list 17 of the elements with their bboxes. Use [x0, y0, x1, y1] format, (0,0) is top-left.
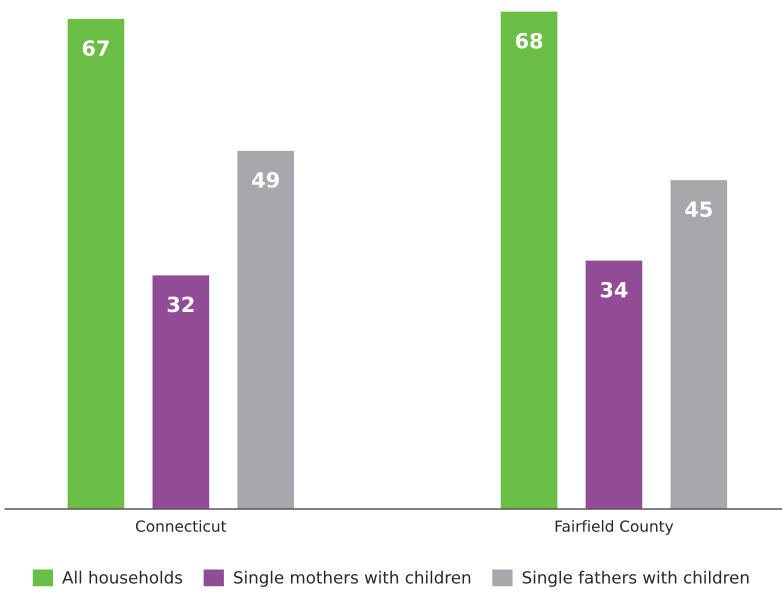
data-label: 32 — [168, 296, 194, 312]
legend-label: All households — [62, 570, 182, 584]
data-label: 45 — [685, 202, 712, 218]
data-label: 67 — [82, 40, 109, 56]
bar — [499, 10, 559, 509]
bar — [236, 149, 296, 509]
data-label: 68 — [516, 32, 542, 49]
data-label: 34 — [600, 282, 628, 298]
legend-label: Single mothers with children — [234, 570, 470, 587]
x-tick-label: Fairfield County — [556, 520, 674, 535]
bar — [669, 178, 729, 509]
data-label: 49 — [252, 172, 279, 188]
x-tick-label: Connecticut — [136, 520, 226, 532]
bar — [66, 18, 126, 509]
bar — [584, 259, 644, 509]
bar — [151, 274, 211, 509]
legend-label: Single fathers with children — [522, 570, 749, 587]
